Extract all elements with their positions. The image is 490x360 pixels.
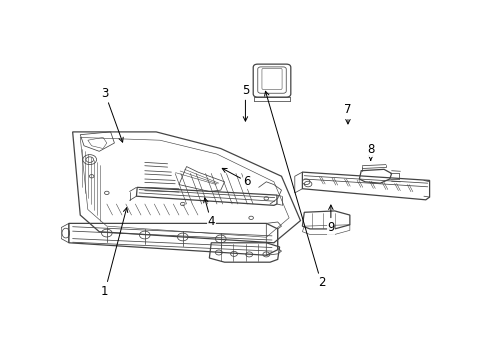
Text: 8: 8 <box>367 143 374 160</box>
Text: 9: 9 <box>327 205 335 234</box>
Text: 2: 2 <box>265 91 325 289</box>
Text: 5: 5 <box>242 84 249 121</box>
Text: 7: 7 <box>344 103 352 124</box>
Text: 3: 3 <box>101 87 123 142</box>
Text: 1: 1 <box>101 208 128 298</box>
Text: 4: 4 <box>204 198 215 229</box>
Text: 6: 6 <box>222 168 251 188</box>
